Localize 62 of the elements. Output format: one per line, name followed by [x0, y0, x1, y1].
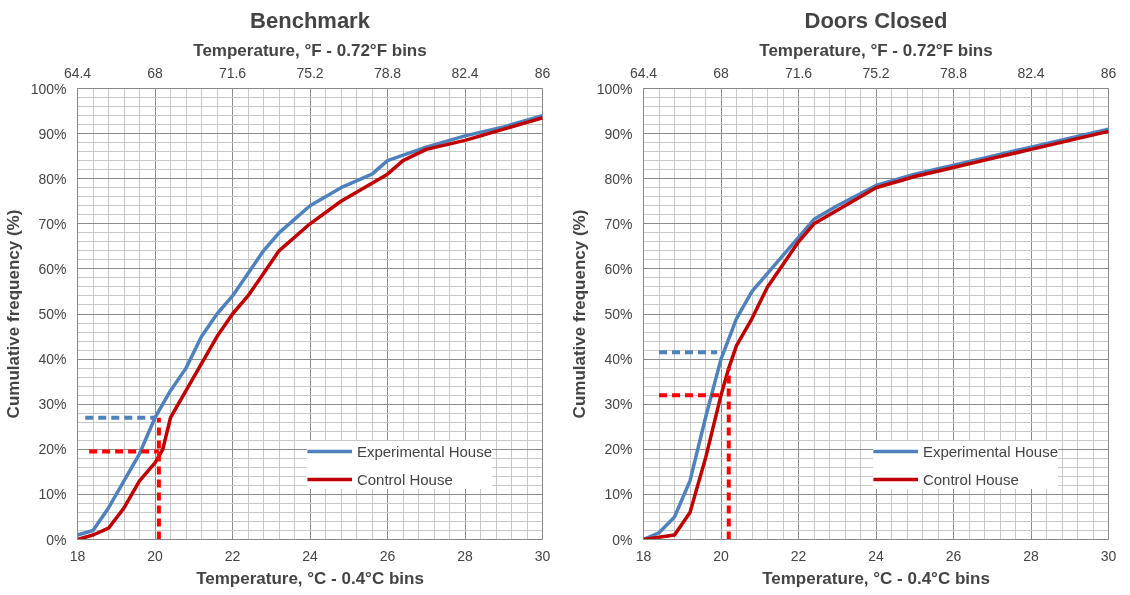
- x2-tick-label: 71.6: [218, 64, 247, 81]
- x2-tick-label: 68: [147, 64, 163, 81]
- x-tick-label: 26: [379, 547, 396, 564]
- x2-tick-label: 71.6: [784, 64, 813, 81]
- y-tick-label: 30%: [604, 396, 633, 413]
- x-tick-label: 24: [302, 547, 318, 564]
- x-tick-label: 20: [713, 547, 729, 564]
- y-tick-label: 20%: [38, 441, 67, 458]
- chart-title: Benchmark: [250, 7, 371, 33]
- x2-tick-label: 86: [534, 64, 551, 81]
- y-tick-label: 70%: [604, 215, 633, 232]
- y-tick-label: 10%: [604, 486, 633, 503]
- y-tick-label: 60%: [604, 260, 633, 277]
- x2-tick-label: 64.4: [63, 64, 92, 81]
- x-tick-label: 28: [457, 547, 473, 564]
- x-tick-label: 30: [534, 547, 551, 564]
- x-tick-label: 24: [868, 547, 884, 564]
- x2-tick-label: 82.4: [451, 64, 479, 81]
- y-tick-label: 90%: [604, 125, 633, 142]
- y-tick-label: 80%: [38, 170, 67, 187]
- y-tick-label: 80%: [604, 170, 633, 187]
- chart-title: Doors Closed: [804, 7, 948, 33]
- y-axis-title: Cumulative frequency (%): [569, 209, 589, 419]
- x-axis-title: Temperature, °C - 0.4°C bins: [762, 568, 990, 588]
- y-tick-label: 50%: [604, 306, 633, 322]
- y-axis-title: Cumulative frequency (%): [3, 209, 23, 419]
- y-tick-label: 100%: [30, 80, 67, 97]
- x-tick-label: 22: [224, 547, 241, 564]
- x2-tick-label: 75.2: [862, 64, 890, 81]
- legend-label: Experimental House: [922, 442, 1058, 460]
- legend-label: Control House: [356, 470, 453, 488]
- x2-tick-label: 86: [1100, 64, 1117, 81]
- x2-tick-label: 68: [713, 64, 729, 81]
- x-tick-label: 22: [790, 547, 807, 564]
- x-tick-label: 18: [635, 547, 652, 564]
- x2-axis-title: Temperature, °F - 0.72°F bins: [193, 40, 427, 60]
- y-tick-label: 0%: [612, 531, 633, 548]
- x-tick-label: 26: [945, 547, 962, 564]
- legend-label: Experimental House: [356, 442, 492, 460]
- y-tick-label: 40%: [38, 351, 67, 368]
- y-tick-label: 20%: [604, 441, 633, 458]
- y-tick-label: 60%: [38, 260, 67, 277]
- x-tick-label: 30: [1100, 547, 1117, 564]
- legend-label: Control House: [922, 470, 1019, 488]
- y-tick-label: 0%: [46, 531, 67, 548]
- x2-tick-label: 82.4: [1017, 64, 1045, 81]
- x2-tick-label: 78.8: [373, 64, 402, 81]
- y-tick-label: 30%: [38, 396, 67, 413]
- y-tick-label: 70%: [38, 215, 67, 232]
- y-tick-label: 40%: [604, 351, 633, 368]
- x2-tick-label: 78.8: [939, 64, 968, 81]
- x-tick-label: 28: [1023, 547, 1039, 564]
- y-tick-label: 90%: [38, 125, 67, 142]
- x2-axis-title: Temperature, °F - 0.72°F bins: [759, 40, 993, 60]
- x2-tick-label: 75.2: [296, 64, 324, 81]
- x2-tick-label: 64.4: [629, 64, 658, 81]
- x-tick-label: 18: [69, 547, 86, 564]
- x-tick-label: 20: [147, 547, 163, 564]
- y-tick-label: 10%: [38, 486, 67, 503]
- y-tick-label: 50%: [38, 306, 67, 322]
- y-tick-label: 100%: [596, 80, 633, 97]
- x-axis-title: Temperature, °C - 0.4°C bins: [196, 568, 424, 588]
